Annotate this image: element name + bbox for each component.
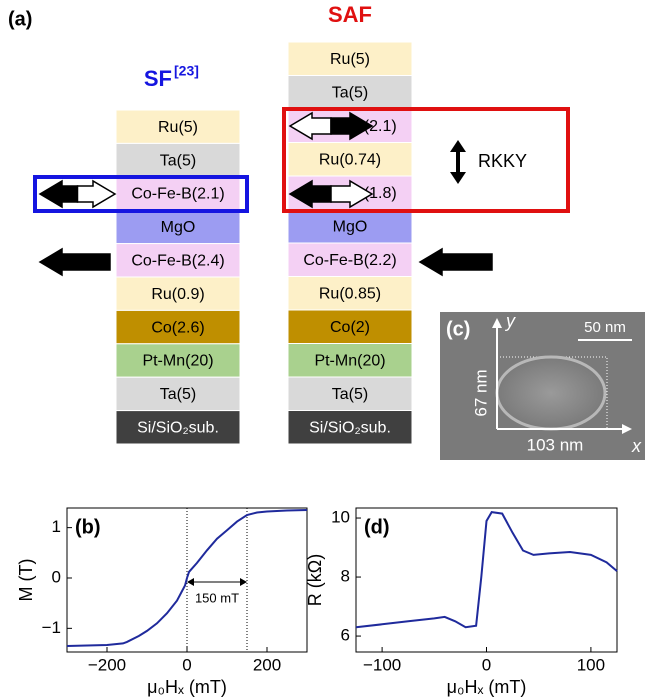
panel-label: (b): [75, 516, 101, 538]
layer-label: Ta(5): [332, 386, 368, 403]
data-line: [356, 512, 617, 627]
x-tick-label: −100: [363, 655, 401, 674]
layer-label: Ru(5): [330, 51, 370, 68]
sem-y: y: [504, 311, 516, 331]
x-tick-label: 0: [182, 655, 191, 674]
sem-width: 103 nm: [527, 435, 584, 454]
y-tick-label: 10: [331, 508, 350, 527]
layer-label: Co-Fe-B(2.4): [131, 253, 224, 270]
y-tick-label: 1: [52, 517, 61, 536]
x-tick-label: −200: [88, 655, 126, 674]
y-axis-label: R (kΩ): [305, 554, 325, 606]
layer-label: Ru(5): [158, 119, 198, 136]
layer-label: Si/SiO₂sub.: [309, 419, 391, 436]
stacks: Ru(5) Ta(5) Co-Fe-B(2.1) MgO Co-Fe-B(2.4) Ru(…: [116, 42, 412, 444]
sem-height: 67 nm: [471, 369, 490, 416]
layer-label: Si/SiO₂sub.: [137, 420, 219, 437]
annotation-arrow: [240, 578, 247, 586]
layer-label: Ta(5): [332, 84, 368, 101]
x-tick-label: 100: [577, 655, 605, 674]
y-tick-label: 8: [341, 567, 350, 586]
rkky-arrow: [450, 172, 466, 184]
layer-label: MgO: [161, 219, 196, 236]
arrow: [40, 181, 78, 207]
layer-label: Ta(5): [160, 386, 196, 403]
layer-label: Ta(5): [160, 152, 196, 169]
annotation: 150 mT: [195, 590, 239, 605]
x-axis-label: μ₀Hₓ (mT): [447, 677, 527, 697]
sem-x: x: [631, 436, 642, 456]
y-tick-label: −1: [42, 618, 61, 637]
layer-label: Co(2.6): [151, 319, 204, 336]
plots: −200 0 200 −1 0 1 150 mT (b) μ₀Hₓ (mT) M (T) −100 0…: [16, 508, 617, 697]
saf-title: SAF: [328, 2, 372, 27]
y-axis-label: M (T): [16, 559, 36, 602]
layer-label: Co-Fe-B(2.2): [303, 252, 396, 269]
layer-label: Ru(0.85): [319, 285, 381, 302]
layer-label: Co(2): [330, 319, 370, 336]
y-tick-label: 0: [52, 567, 61, 586]
panel-label: (a): [8, 8, 32, 30]
panel-label: (d): [364, 516, 390, 538]
arrow: [40, 249, 110, 275]
sem-scale: 50 nm: [584, 319, 626, 336]
x-tick-label: 0: [482, 655, 491, 674]
layer-label: Ru(0.9): [151, 286, 204, 303]
sf-title: SF: [144, 66, 172, 91]
y-tick-label: 6: [341, 626, 350, 645]
layer-label: Ru(0.74): [319, 151, 381, 168]
layer-label: MgO: [333, 218, 368, 235]
panel-label: (c): [446, 318, 470, 340]
sf-ref: [23]: [174, 63, 199, 79]
arrows: [40, 113, 492, 275]
layer-label: Pt-Mn(20): [314, 352, 385, 369]
rkky-arrow: [450, 140, 466, 152]
figure: (a) SF [23] SAF Ru(5) Ta(5) Co-Fe-B(2.1) Mg…: [0, 0, 654, 700]
layer-label: Co-Fe-B(2.1): [131, 186, 224, 203]
layer-label: Pt-Mn(20): [142, 353, 213, 370]
x-axis-label: μ₀Hₓ (mT): [147, 677, 227, 697]
rkky-label: RKKY: [478, 151, 527, 171]
sem-image: (c) y x 50 nm 103 nm 67 nm: [440, 311, 645, 460]
arrow: [78, 181, 116, 207]
annotation-arrow: [187, 578, 194, 586]
x-tick-label: 200: [253, 655, 281, 674]
arrow: [420, 249, 492, 275]
